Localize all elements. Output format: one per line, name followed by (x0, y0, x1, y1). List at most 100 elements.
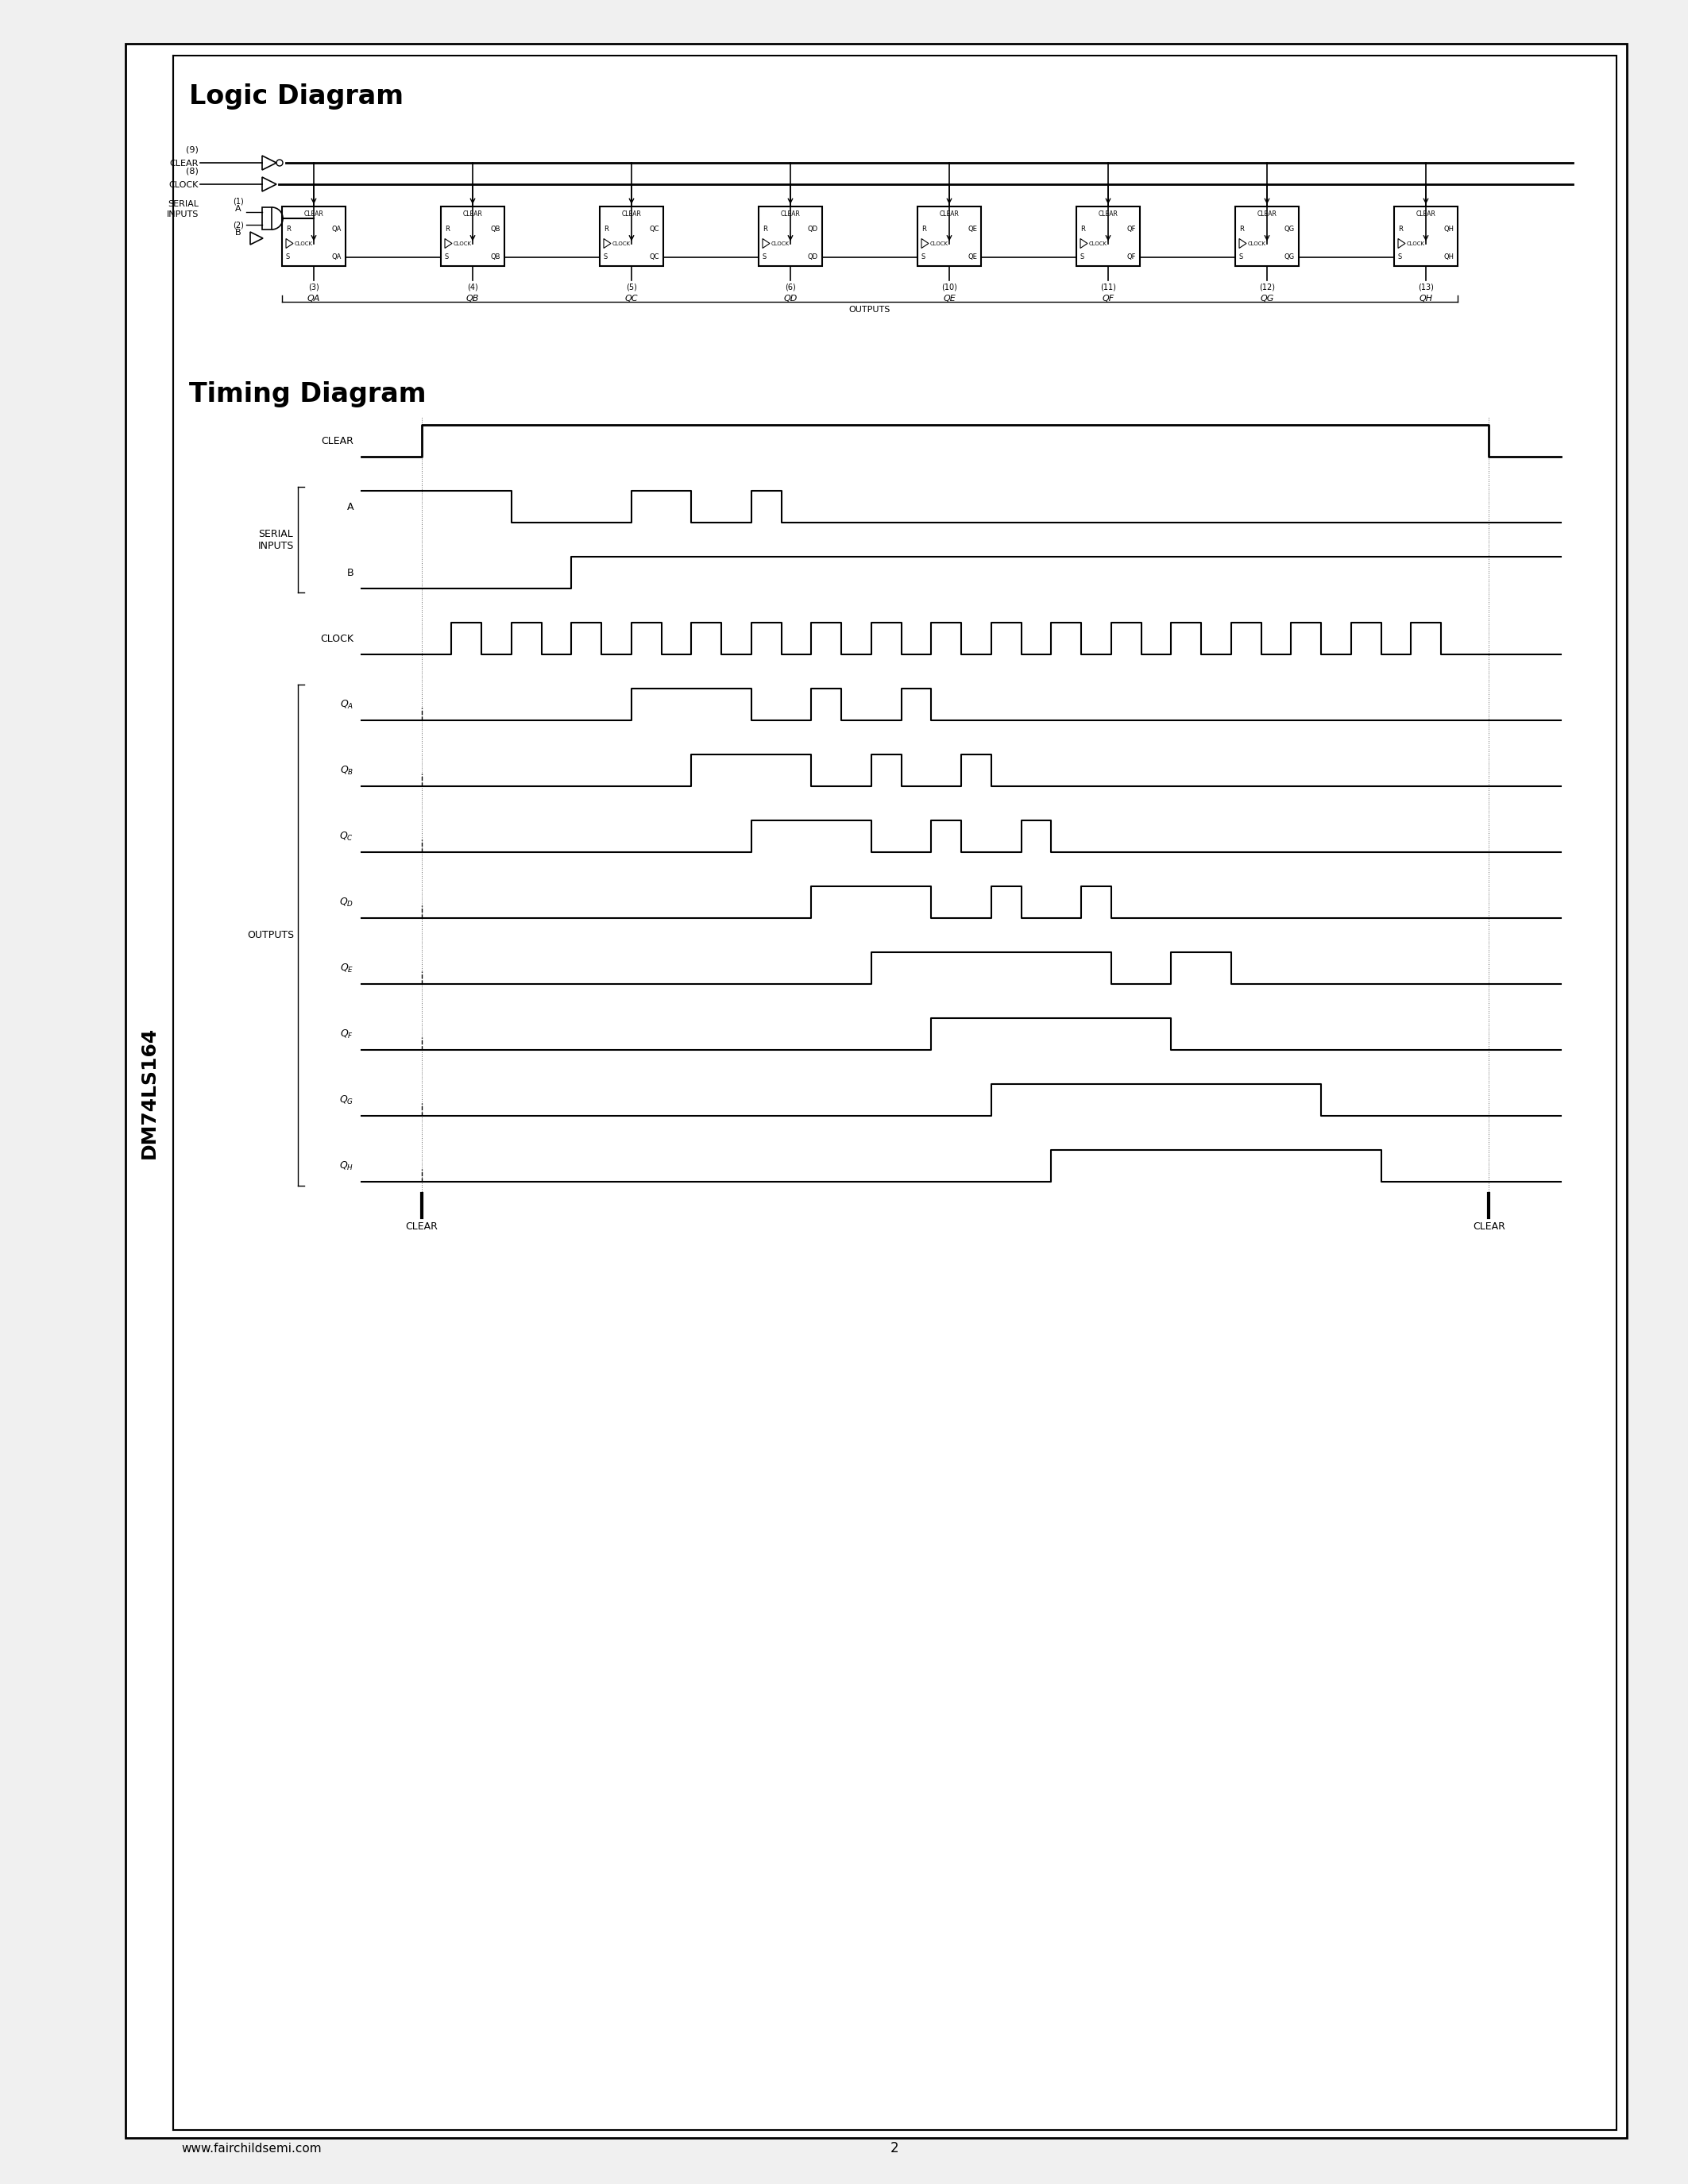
Text: (2): (2) (233, 221, 243, 229)
Bar (918, 207, 981, 266)
Text: $Q_C$: $Q_C$ (339, 830, 353, 843)
Text: R: R (763, 225, 768, 234)
Text: CLOCK: CLOCK (771, 240, 790, 247)
Text: (4): (4) (468, 282, 478, 290)
Text: S: S (763, 253, 766, 260)
Text: B: B (346, 568, 353, 579)
Text: S: S (1080, 253, 1084, 260)
Text: S: S (1398, 253, 1403, 260)
Text: (10): (10) (942, 282, 957, 290)
Text: A: A (346, 502, 353, 511)
Text: CLOCK: CLOCK (169, 181, 199, 190)
Text: CLOCK: CLOCK (1247, 240, 1266, 247)
Text: $Q_D$: $Q_D$ (339, 895, 353, 909)
Text: QC: QC (650, 253, 660, 260)
Text: R: R (1398, 225, 1403, 234)
Text: CLOCK: CLOCK (454, 240, 473, 247)
Text: QD: QD (809, 225, 819, 234)
Text: S: S (446, 253, 449, 260)
Text: CLEAR: CLEAR (405, 1221, 437, 1232)
Text: OUTPUTS: OUTPUTS (849, 306, 891, 314)
Text: (3): (3) (309, 282, 319, 290)
Text: $Q_B$: $Q_B$ (339, 764, 353, 775)
Text: (6): (6) (785, 282, 795, 290)
Text: CLEAR: CLEAR (621, 210, 641, 218)
Text: CLOCK: CLOCK (321, 633, 353, 644)
Bar (125, 44, 1627, 2138)
Text: QD: QD (809, 253, 819, 260)
Text: R: R (446, 225, 449, 234)
Text: R: R (922, 225, 927, 234)
Text: QA: QA (307, 295, 321, 304)
Text: CLEAR: CLEAR (463, 210, 483, 218)
Text: S: S (1239, 253, 1244, 260)
Text: (5): (5) (626, 282, 636, 290)
Text: CLOCK: CLOCK (613, 240, 631, 247)
Text: (1): (1) (233, 197, 243, 205)
Bar (1394, 207, 1458, 266)
Text: CLOCK: CLOCK (1089, 240, 1107, 247)
Text: DM74LS164: DM74LS164 (140, 1026, 159, 1160)
Text: $Q_H$: $Q_H$ (339, 1160, 353, 1173)
Text: QG: QG (1259, 295, 1274, 304)
Text: CLEAR: CLEAR (170, 159, 199, 168)
Bar (441, 207, 505, 266)
Text: S: S (285, 253, 290, 260)
Text: www.fairchildsemi.com: www.fairchildsemi.com (181, 2143, 321, 2153)
Text: B: B (235, 229, 241, 236)
Text: QF: QF (1128, 225, 1136, 234)
Text: (12): (12) (1259, 282, 1274, 290)
Text: QA: QA (333, 253, 341, 260)
Text: CLOCK: CLOCK (295, 240, 312, 247)
Text: R: R (1080, 225, 1085, 234)
Text: Logic Diagram: Logic Diagram (189, 83, 403, 109)
Text: CLEAR: CLEAR (1258, 210, 1276, 218)
Text: CLEAR: CLEAR (321, 435, 353, 446)
Text: S: S (604, 253, 608, 260)
Text: CLEAR: CLEAR (780, 210, 800, 218)
Text: QC: QC (625, 295, 638, 304)
Text: 2: 2 (891, 2140, 900, 2156)
Text: OUTPUTS: OUTPUTS (246, 930, 294, 941)
Text: QH: QH (1443, 253, 1453, 260)
Text: $Q_G$: $Q_G$ (339, 1094, 353, 1105)
Text: SERIAL
INPUTS: SERIAL INPUTS (258, 529, 294, 550)
Text: QB: QB (466, 295, 479, 304)
Bar (1236, 207, 1298, 266)
Text: R: R (285, 225, 290, 234)
Text: QD: QD (783, 295, 797, 304)
Text: $Q_F$: $Q_F$ (339, 1029, 353, 1040)
Text: CLEAR: CLEAR (1099, 210, 1117, 218)
Text: (8): (8) (186, 166, 199, 175)
Text: (13): (13) (1418, 282, 1433, 290)
Text: QC: QC (650, 225, 660, 234)
Text: CLEAR: CLEAR (304, 210, 324, 218)
Text: CLOCK: CLOCK (1406, 240, 1425, 247)
Text: $Q_A$: $Q_A$ (339, 699, 353, 710)
Bar (599, 207, 663, 266)
Text: S: S (922, 253, 925, 260)
Text: (11): (11) (1101, 282, 1116, 290)
Text: QE: QE (944, 295, 955, 304)
Text: A: A (235, 205, 241, 212)
Text: CLEAR: CLEAR (1416, 210, 1436, 218)
Text: QF: QF (1128, 253, 1136, 260)
Text: R: R (604, 225, 608, 234)
Text: CLEAR: CLEAR (939, 210, 959, 218)
Bar (282, 207, 346, 266)
Text: Timing Diagram: Timing Diagram (189, 382, 425, 408)
Text: QE: QE (967, 225, 977, 234)
Text: CLOCK: CLOCK (930, 240, 949, 247)
Text: QG: QG (1285, 253, 1295, 260)
Text: CLEAR: CLEAR (1472, 1221, 1506, 1232)
Bar (174, 55, 1617, 2129)
Text: QG: QG (1285, 225, 1295, 234)
Text: QF: QF (1102, 295, 1114, 304)
Text: QB: QB (491, 225, 500, 234)
Text: SERIAL: SERIAL (167, 201, 199, 207)
Text: (9): (9) (186, 146, 199, 153)
Text: QE: QE (967, 253, 977, 260)
Bar (758, 207, 822, 266)
Text: $Q_E$: $Q_E$ (339, 963, 353, 974)
Text: QH: QH (1420, 295, 1433, 304)
